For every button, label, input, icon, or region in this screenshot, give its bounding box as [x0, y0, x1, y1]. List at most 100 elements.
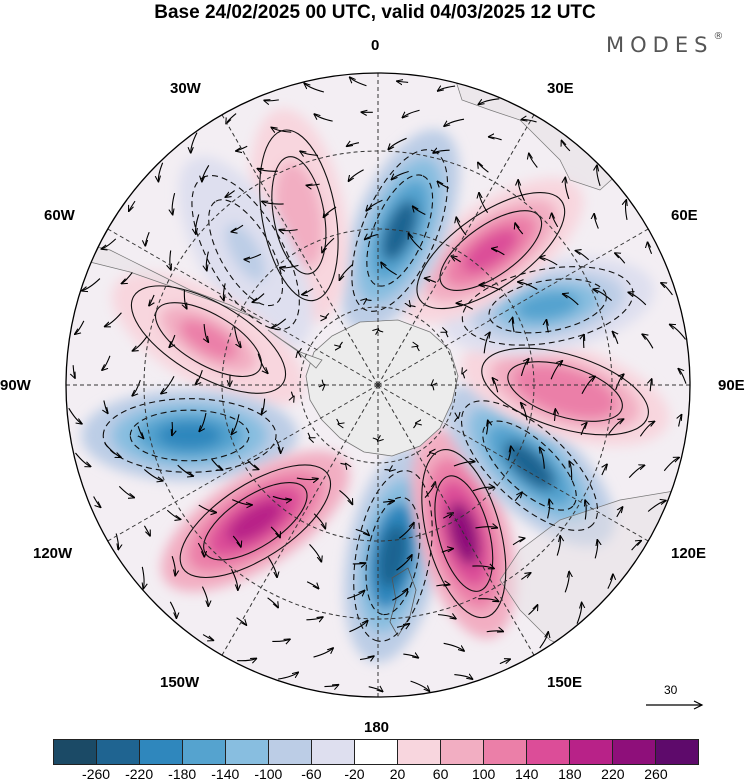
wind-vector: [479, 285, 501, 291]
wind-vector: [364, 234, 379, 239]
map-title: Base 24/02/2025 00 UTC, valid 04/03/2025…: [154, 2, 596, 23]
wind-vector: [296, 478, 318, 480]
wind-vector: [257, 353, 268, 374]
wind-vector: [391, 170, 409, 179]
wind-vector: [561, 140, 571, 152]
wind-vector: [73, 365, 75, 378]
contour-line: [439, 210, 543, 291]
wind-vector: [485, 420, 487, 435]
wind-vector: [475, 527, 497, 528]
wind-vector: [451, 256, 461, 263]
wind-vector: [408, 233, 423, 251]
wind-vector: [306, 617, 323, 620]
wind-vector: [631, 541, 642, 551]
wind-vector: [478, 162, 489, 173]
contour-line: [353, 470, 433, 642]
wind-vector: [437, 181, 450, 189]
wind-vector: [456, 217, 467, 236]
wind-vector: [521, 120, 537, 123]
wind-vector: [172, 421, 173, 436]
colorbar-tick-label: 140: [515, 766, 539, 782]
wind-vector: [102, 355, 111, 371]
wind-vector: [647, 501, 666, 512]
wind-vector: [612, 331, 618, 344]
lon-label-180: 180: [364, 719, 390, 736]
colorbar-bin: [398, 740, 441, 764]
contour-line: [179, 464, 332, 579]
colorbar-bin: [355, 740, 398, 764]
colorbar-bin: [484, 740, 527, 764]
wind-vector: [104, 443, 121, 457]
wind-vector: [158, 162, 164, 182]
lon-label-90w: 90W: [0, 377, 31, 394]
wind-vector: [678, 369, 687, 384]
wind-vector: [272, 495, 292, 499]
meridian-line: [107, 228, 379, 386]
wind-vector: [594, 540, 598, 559]
colorbar-bin: [613, 740, 656, 764]
wind-vector: [347, 143, 360, 147]
wind-vector: [261, 398, 264, 415]
wind-vector: [492, 378, 497, 393]
wind-vector: [75, 452, 90, 467]
wind-vector: [272, 639, 290, 641]
wind-vector: [211, 459, 223, 470]
colorbar-tick-label: -220: [125, 766, 154, 782]
wind-vector: [413, 423, 416, 429]
colorbar-tick-label: 180: [558, 766, 582, 782]
negative-anomaly-lobe: [343, 449, 442, 663]
wind-vector: [426, 452, 430, 458]
wind-vector: [206, 251, 209, 271]
wind-vector: [271, 318, 287, 328]
wind-vector: [507, 446, 511, 461]
wind-vector: [454, 418, 458, 422]
wind-vector: [313, 513, 325, 529]
contour-line: [461, 266, 634, 346]
graticule: [66, 73, 690, 697]
wind-vector: [392, 589, 407, 601]
wind-vector: [195, 369, 203, 385]
wind-vector: [104, 400, 108, 414]
wind-vector: [196, 214, 200, 234]
wind-vector: [575, 251, 590, 261]
wind-vector: [564, 571, 569, 593]
reference-vector-label: 30: [664, 683, 678, 697]
meridian-line: [377, 384, 535, 656]
wind-vector: [104, 312, 122, 327]
contour-line: [481, 347, 649, 436]
wind-vector: [436, 585, 449, 586]
wind-vector: [410, 680, 430, 691]
wind-vector: [584, 334, 585, 349]
wind-vector: [576, 602, 582, 624]
wind-vector: [244, 253, 262, 259]
wind-vector: [472, 487, 494, 492]
wind-vector: [431, 385, 434, 391]
wind-vector: [607, 574, 613, 589]
wind-vector: [257, 169, 278, 172]
wind-vector: [520, 359, 528, 377]
wind-vector: [232, 535, 241, 547]
colorbar-bin: [140, 740, 183, 764]
wind-vector: [384, 470, 389, 472]
wind-vector: [309, 543, 322, 562]
wind-vector: [184, 289, 186, 309]
wind-vector: [539, 447, 544, 469]
wind-vector: [478, 98, 500, 105]
reference-vector: 30: [644, 683, 704, 713]
wind-vector: [93, 496, 101, 507]
wind-vector: [492, 249, 505, 256]
wind-vector: [347, 590, 364, 600]
wind-vector: [383, 501, 394, 502]
colorbar-tick-label: -60: [301, 766, 322, 782]
wind-vector: [615, 253, 626, 264]
contour-line: [365, 496, 421, 616]
wind-vector: [615, 374, 624, 391]
wind-vector: [529, 153, 538, 168]
colorbar-bin: [441, 740, 484, 764]
wind-vector: [237, 658, 256, 660]
wind-vector: [145, 231, 150, 246]
meridian-line: [377, 228, 649, 386]
map-disc: [66, 73, 690, 697]
wind-vector: [201, 586, 208, 607]
wind-vector: [454, 675, 472, 680]
